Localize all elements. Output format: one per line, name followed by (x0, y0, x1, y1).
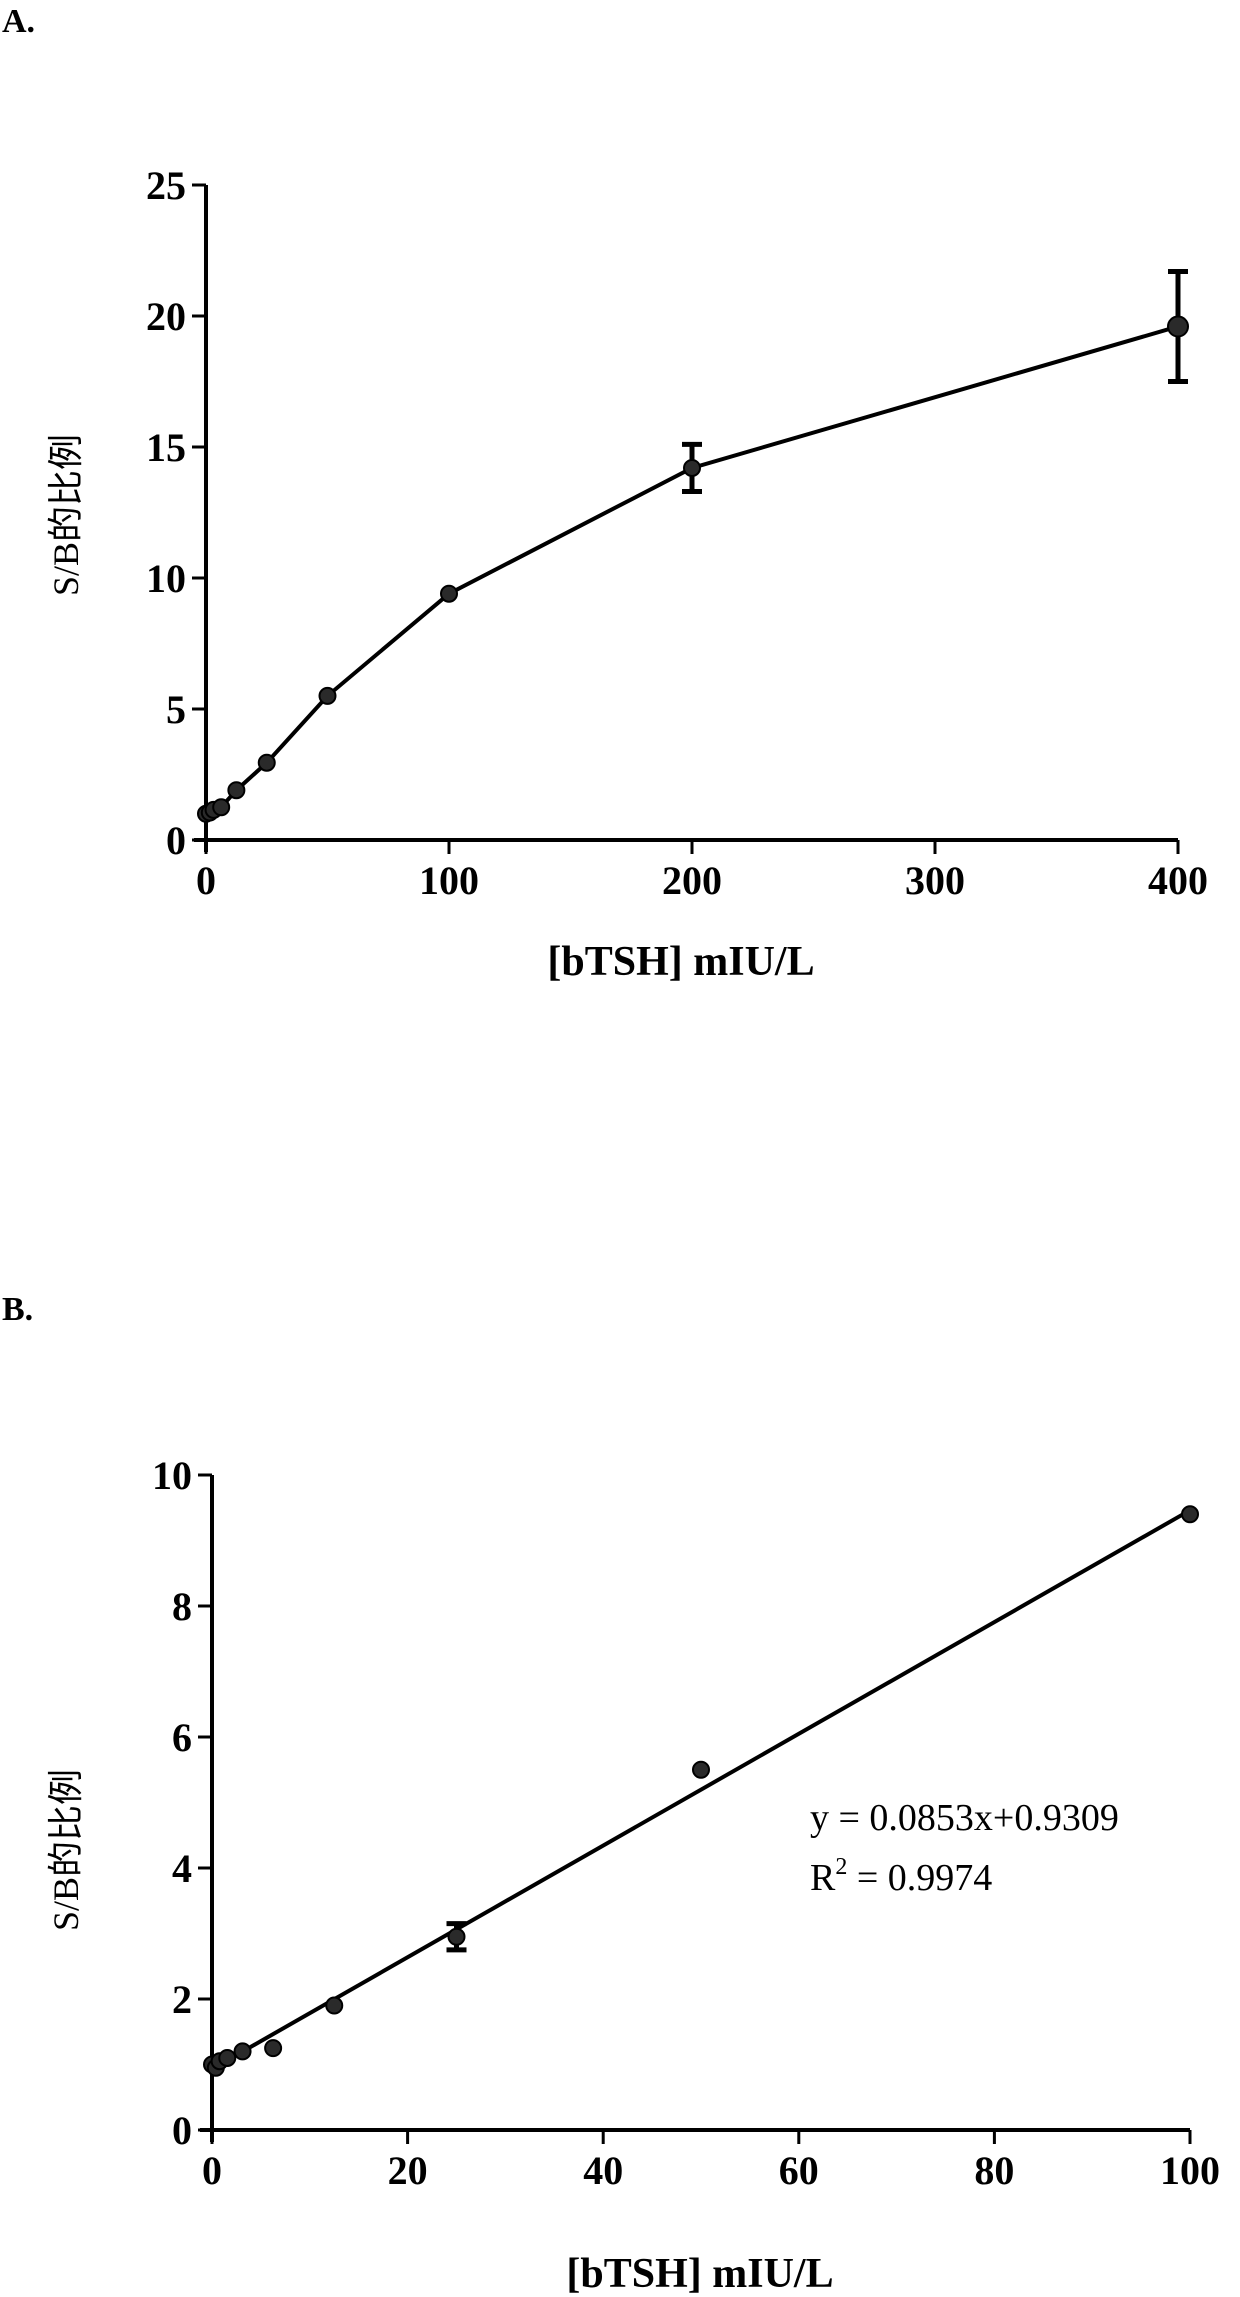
chart-b-y-tick-label: 6 (172, 1715, 192, 1760)
chart-a-y-axis-title: S/B的比例 (46, 434, 86, 596)
chart-a-data-point (684, 460, 700, 476)
chart-a-y-tick-label: 15 (146, 425, 186, 470)
chart-b-y-tick-label: 4 (172, 1846, 192, 1891)
chart-b-y-tick-label: 2 (172, 1977, 192, 2022)
chart-a-series-line (206, 326, 1178, 813)
chart-b-data-point (326, 1998, 342, 2014)
chart-b-fit-line (212, 1510, 1190, 2069)
chart-b-y-tick-label: 10 (152, 1453, 192, 1498)
fit-r-squared: R2 = 0.9974 (810, 1854, 992, 1899)
chart-b-x-tick-label: 0 (202, 2148, 222, 2193)
panel-b-label: B. (2, 1291, 33, 1328)
chart-a-data-point (1168, 316, 1188, 336)
chart-a-y-tick-label: 5 (166, 687, 186, 732)
chart-a-x-tick-label: 0 (196, 858, 216, 903)
r2-value: = 0.9974 (847, 1857, 992, 1899)
chart-b-data-point (235, 2043, 251, 2059)
chart-a-data-point (213, 799, 229, 815)
panel-a-label: A. (2, 3, 35, 40)
chart-b-data-point (1182, 1506, 1198, 1522)
chart-b-x-tick-label: 20 (388, 2148, 428, 2193)
chart-a-data-point (228, 782, 244, 798)
chart-a-data-point (320, 688, 336, 704)
chart-a: 0 5 10 15 20 25 0 100 200 300 400 (146, 163, 1208, 903)
chart-b-y-axis-title: S/B的比例 (46, 1769, 86, 1931)
chart-b-y-tick-label: 0 (172, 2108, 192, 2153)
chart-b-data-point (219, 2050, 235, 2066)
chart-b-data-point (693, 1762, 709, 1778)
chart-a-y-tick-label: 25 (146, 163, 186, 208)
chart-a-x-tick-label: 400 (1148, 858, 1208, 903)
r2-superscript: 2 (835, 1854, 847, 1880)
chart-b-x-tick-label: 40 (583, 2148, 623, 2193)
chart-b-y-tick-label: 8 (172, 1584, 192, 1629)
r2-prefix: R (810, 1857, 836, 1899)
chart-b-x-tick-label: 100 (1160, 2148, 1220, 2193)
chart-a-x-tick-label: 200 (662, 858, 722, 903)
chart-b-x-tick-label: 60 (779, 2148, 819, 2193)
chart-a-y-tick-label: 0 (166, 818, 186, 863)
chart-a-x-tick-label: 300 (905, 858, 965, 903)
chart-a-y-tick-label: 20 (146, 294, 186, 339)
chart-b-x-axis-title: [bTSH] mIU/L (566, 2251, 833, 2297)
chart-b-data-point (449, 1929, 465, 1945)
chart-a-x-tick-label: 100 (419, 858, 479, 903)
chart-b-x-tick-label: 80 (974, 2148, 1014, 2193)
chart-b-data-point (265, 2040, 281, 2056)
chart-a-y-tick-label: 10 (146, 556, 186, 601)
fit-equation: y = 0.0853x+0.9309 (810, 1797, 1119, 1839)
chart-a-data-point (441, 586, 457, 602)
chart-a-data-point (259, 755, 275, 771)
chart-a-x-axis-title: [bTSH] mIU/L (547, 939, 814, 985)
